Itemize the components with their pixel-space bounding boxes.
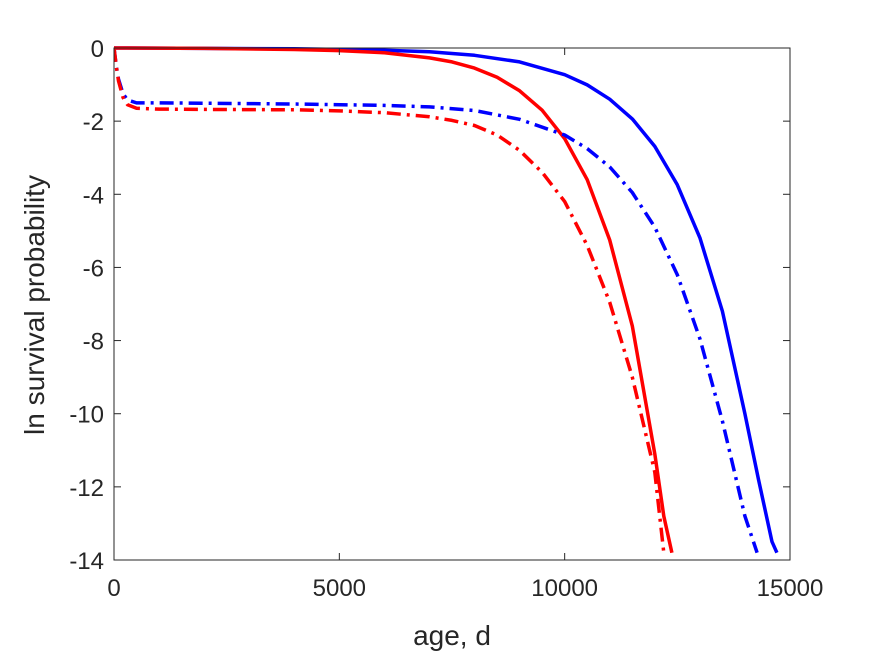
- series-line-4: [114, 47, 666, 553]
- y-tick-label: -6: [83, 255, 104, 282]
- axis-ticks: 0 5000 10000 15000 0 -2 -4 -6 -8 -10 -12 -14: [69, 36, 823, 602]
- y-tick-label: 0: [91, 36, 104, 63]
- series-line-3: [114, 47, 759, 554]
- y-axis-label: ln survival probability: [19, 175, 50, 435]
- y-tick-label: -4: [83, 182, 104, 209]
- x-tick-label: 10000: [531, 575, 598, 602]
- series-line-2: [114, 46, 674, 554]
- x-tick-label: 0: [107, 575, 120, 602]
- y-tick-label: -8: [83, 329, 104, 356]
- y-tick-label: -2: [83, 109, 104, 136]
- y-tick-label: -10: [69, 402, 104, 429]
- axes-box: [113, 47, 791, 561]
- x-tick-label: 5000: [313, 575, 366, 602]
- plot-lines: [114, 46, 779, 554]
- y-tick-label: -14: [69, 548, 104, 575]
- x-tick-label: 15000: [757, 575, 824, 602]
- x-axis-label: age, d: [413, 620, 491, 651]
- series-line-1: [114, 46, 779, 554]
- y-tick-label: -12: [69, 475, 104, 502]
